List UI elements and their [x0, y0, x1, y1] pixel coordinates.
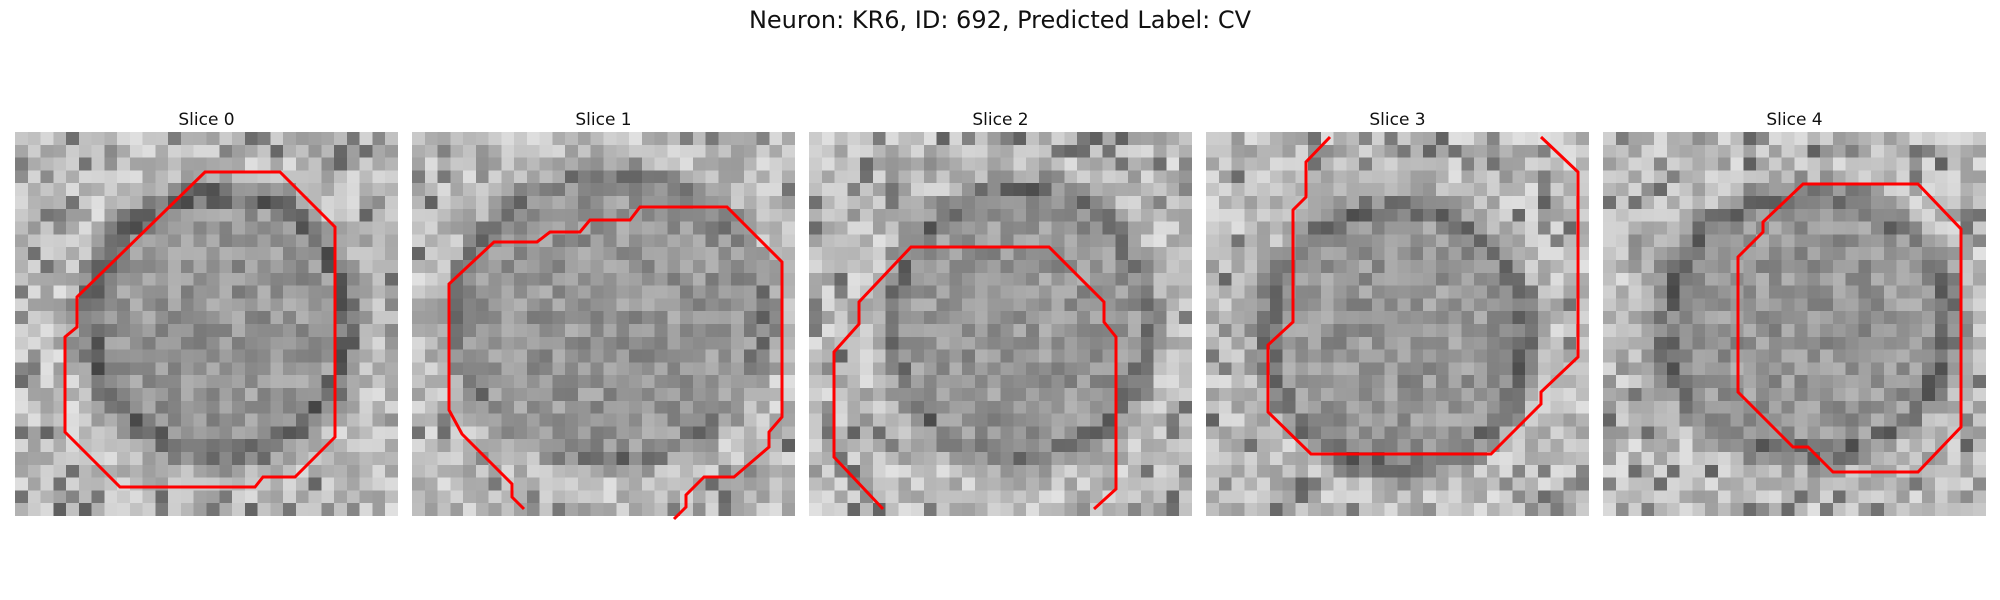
microscopy-patch — [412, 132, 795, 516]
figure-title: Neuron: KR6, ID: 692, Predicted Label: C… — [748, 6, 1252, 34]
red-contour — [63, 170, 337, 489]
slice-image — [809, 132, 1192, 516]
contour-overlay — [1266, 135, 1580, 456]
contour-overlay — [832, 245, 1118, 511]
red-contour — [832, 245, 1118, 511]
slice-panel-1: Slice 1 — [412, 108, 795, 521]
contour-overlay — [63, 170, 337, 489]
slice-title: Slice 2 — [972, 110, 1029, 130]
microscopy-patch — [809, 132, 1192, 516]
contour-overlay — [447, 205, 784, 521]
red-contour — [1266, 135, 1580, 456]
slice-image — [1603, 132, 1986, 516]
slice-panel-0: Slice 0 — [15, 108, 398, 516]
slice-panel-3: Slice 3 — [1206, 108, 1589, 516]
microscopy-patch — [1206, 132, 1589, 516]
contour-overlay — [1736, 182, 1963, 474]
slice-image — [1206, 132, 1589, 516]
slice-title: Slice 4 — [1766, 110, 1823, 130]
red-contour — [1736, 182, 1963, 474]
slice-title: Slice 1 — [575, 110, 632, 130]
slice-title: Slice 0 — [178, 110, 235, 130]
slice-title: Slice 3 — [1369, 110, 1426, 130]
microscopy-patch — [1603, 132, 1986, 516]
slice-panel-2: Slice 2 — [809, 108, 1192, 516]
slice-panel-4: Slice 4 — [1603, 108, 1986, 516]
red-contour — [447, 205, 784, 521]
slice-image — [15, 132, 398, 516]
slice-image — [412, 132, 795, 521]
